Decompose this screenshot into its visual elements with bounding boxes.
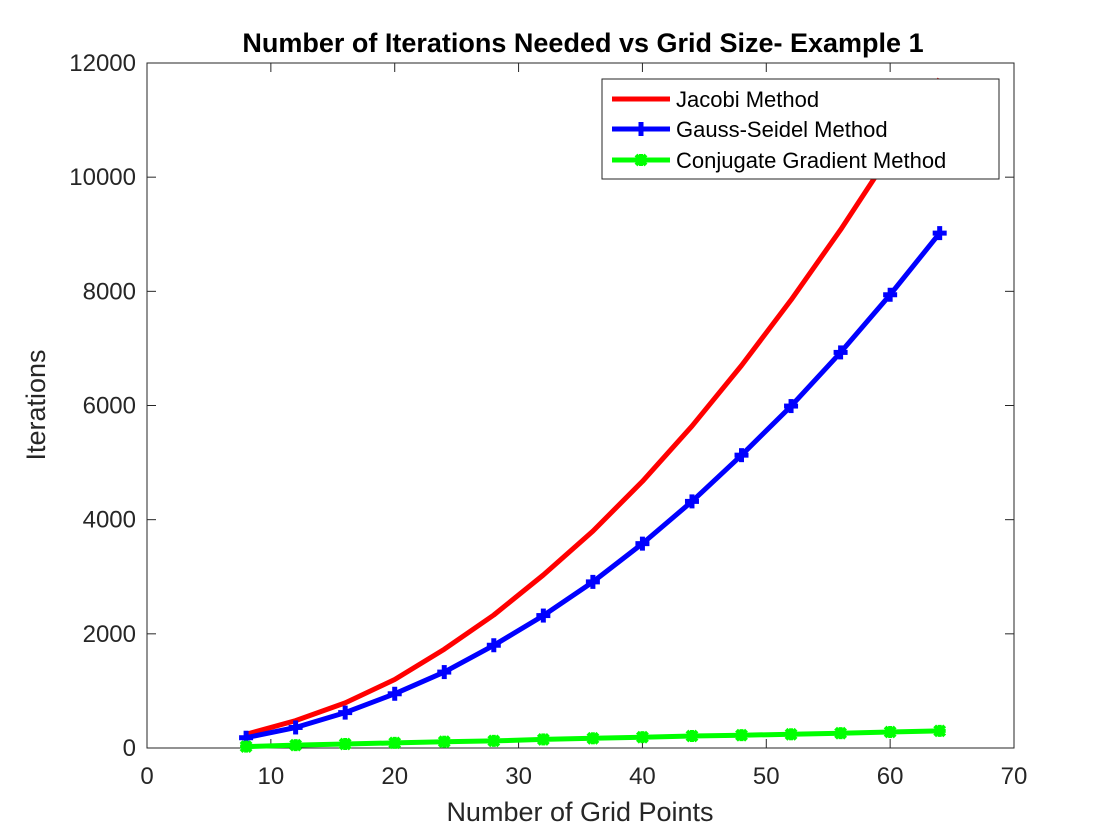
- series-0: [245, 77, 942, 737]
- data-point: [735, 728, 748, 742]
- y-tick-label: 12000: [69, 50, 136, 77]
- legend-label: Conjugate Gradient Method: [676, 148, 946, 173]
- data-point: [685, 729, 699, 743]
- y-tick-label: 8000: [83, 278, 136, 305]
- data-point: [834, 726, 848, 740]
- y-tick-label: 2000: [83, 621, 136, 648]
- x-tick-label: 10: [258, 763, 285, 790]
- data-point: [883, 287, 898, 302]
- x-axis-label: Number of Grid Points: [446, 797, 713, 827]
- y-axis-label: Iterations: [21, 349, 51, 460]
- data-point: [387, 686, 402, 701]
- x-tick-label: 30: [505, 763, 532, 790]
- data-point: [635, 536, 650, 551]
- data-point: [585, 574, 600, 589]
- legend-entry: Conjugate Gradient Method: [612, 148, 946, 173]
- x-tick-label: 20: [381, 763, 408, 790]
- y-axis: 0 2000 4000 6000 8000 10000 12000: [69, 50, 1014, 762]
- data-point: [239, 740, 253, 753]
- y-tick-label: 10000: [69, 164, 136, 191]
- data-point: [933, 724, 947, 738]
- data-point: [437, 735, 451, 749]
- data-point: [634, 153, 648, 167]
- legend: Jacobi Method Gauss-Seidel Method Conjugat…: [601, 78, 1000, 180]
- data-point: [338, 737, 352, 751]
- x-tick-label: 50: [753, 763, 780, 790]
- chart-title: Number of Iterations Needed vs Grid Size…: [242, 28, 923, 58]
- data-point: [684, 494, 699, 509]
- x-tick-label: 70: [1001, 763, 1028, 790]
- data-point: [486, 638, 501, 653]
- data-point: [784, 399, 799, 414]
- legend-entry: Jacobi Method: [612, 87, 819, 112]
- data-point: [288, 720, 303, 735]
- series-layer: [239, 77, 947, 753]
- data-point: [536, 733, 550, 746]
- data-point: [883, 725, 897, 739]
- x-axis: 0 10 20 30 40 50 60 70: [140, 63, 1027, 790]
- data-point: [586, 731, 600, 745]
- y-tick-label: 0: [123, 735, 136, 762]
- y-tick-label: 6000: [83, 393, 136, 420]
- data-point: [338, 705, 353, 720]
- data-point: [289, 738, 303, 752]
- x-tick-label: 60: [877, 763, 904, 790]
- data-point: [734, 448, 749, 463]
- data-point: [437, 665, 452, 680]
- series-line: [245, 77, 942, 737]
- data-point: [636, 730, 649, 744]
- legend-label: Gauss-Seidel Method: [676, 117, 888, 142]
- data-point: [536, 608, 551, 623]
- legend-label: Jacobi Method: [676, 87, 819, 112]
- y-tick-label: 4000: [83, 507, 136, 534]
- series-1: [239, 226, 947, 745]
- data-point: [932, 226, 947, 241]
- series-2: [239, 724, 947, 753]
- data-point: [388, 736, 402, 750]
- x-tick-label: 40: [629, 763, 656, 790]
- data-point: [487, 734, 501, 748]
- data-point: [784, 727, 798, 741]
- x-tick-label: 0: [140, 763, 153, 790]
- data-point: [833, 345, 848, 360]
- data-point: [634, 122, 648, 136]
- legend-entry: Gauss-Seidel Method: [612, 117, 888, 142]
